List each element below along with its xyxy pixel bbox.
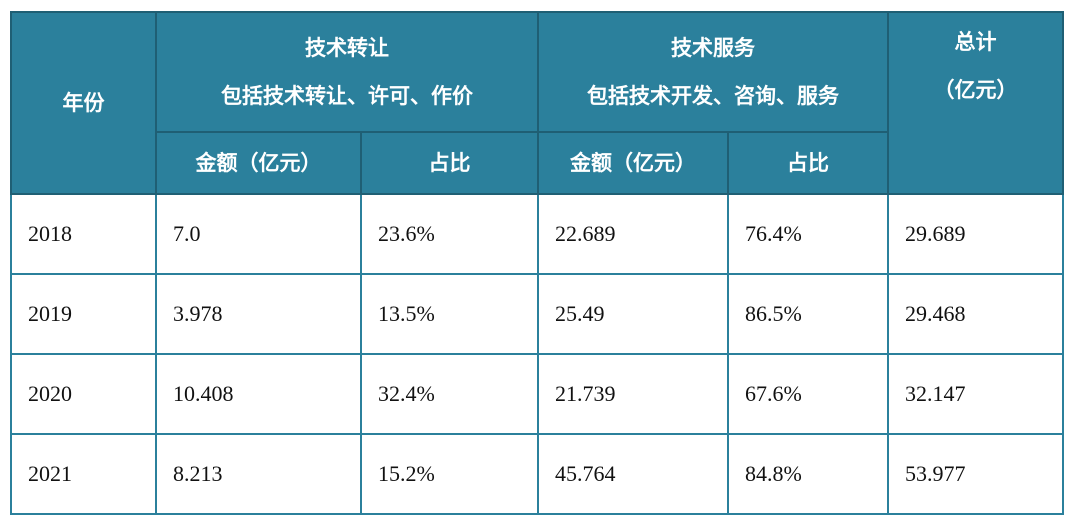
table-row: 2021 8.213 15.2% 45.764 84.8% 53.977 bbox=[10, 433, 1064, 515]
header-year: 年份 bbox=[10, 11, 157, 195]
header-share: 占比 bbox=[360, 131, 539, 195]
header-amount: 金额（亿元） bbox=[537, 131, 729, 195]
header-text: 技术服务 bbox=[671, 36, 755, 60]
header-total: 总计 （亿元） bbox=[887, 11, 1064, 195]
header-text: 金额（亿元） bbox=[570, 151, 696, 175]
header-text: 金额（亿元） bbox=[195, 151, 322, 175]
header-text: 年份 bbox=[62, 91, 105, 115]
value-cell: 7.0 bbox=[155, 193, 362, 275]
year-cell: 2021 bbox=[10, 433, 157, 515]
value-cell: 22.689 bbox=[537, 193, 729, 275]
value-cell: 53.977 bbox=[887, 433, 1064, 515]
value-cell: 45.764 bbox=[537, 433, 729, 515]
value-cell: 32.4% bbox=[360, 353, 539, 435]
table-row: 2019 3.978 13.5% 25.49 86.5% 29.468 bbox=[10, 273, 1064, 355]
header-text: 技术转让 bbox=[305, 36, 389, 60]
header-text: 占比 bbox=[428, 151, 471, 175]
header-share: 占比 bbox=[727, 131, 889, 195]
data-table: 年份 技术转让 包括技术转让、许可、作价 技术服务 包括技术开发、咨询、服务 总… bbox=[10, 11, 1064, 515]
table-row: 2018 7.0 23.6% 22.689 76.4% 29.689 bbox=[10, 193, 1064, 275]
table-body: 2018 7.0 23.6% 22.689 76.4% 29.689 2019 3.978 13… bbox=[10, 193, 1064, 515]
value-cell: 15.2% bbox=[360, 433, 539, 515]
header-text: 总计 bbox=[954, 30, 997, 54]
value-cell: 10.408 bbox=[155, 353, 362, 435]
table-row: 2020 10.408 32.4% 21.739 67.6% 32.147 bbox=[10, 353, 1064, 435]
value-cell: 25.49 bbox=[537, 273, 729, 355]
header-service: 技术服务 包括技术开发、咨询、服务 bbox=[537, 11, 889, 133]
year-cell: 2019 bbox=[10, 273, 157, 355]
year-cell: 2018 bbox=[10, 193, 157, 275]
header-text: 包括技术开发、咨询、服务 bbox=[587, 84, 839, 108]
value-cell: 21.739 bbox=[537, 353, 729, 435]
value-cell: 23.6% bbox=[360, 193, 539, 275]
header-amount: 金额（亿元） bbox=[155, 131, 362, 195]
value-cell: 67.6% bbox=[727, 353, 889, 435]
value-cell: 3.978 bbox=[155, 273, 362, 355]
header-transfer: 技术转让 包括技术转让、许可、作价 bbox=[155, 11, 539, 133]
value-cell: 8.213 bbox=[155, 433, 362, 515]
value-cell: 32.147 bbox=[887, 353, 1064, 435]
value-cell: 84.8% bbox=[727, 433, 889, 515]
value-cell: 13.5% bbox=[360, 273, 539, 355]
header-text: 占比 bbox=[787, 151, 829, 175]
header-text: 包括技术转让、许可、作价 bbox=[221, 84, 473, 108]
value-cell: 76.4% bbox=[727, 193, 889, 275]
value-cell: 29.468 bbox=[887, 273, 1064, 355]
year-cell: 2020 bbox=[10, 353, 157, 435]
value-cell: 86.5% bbox=[727, 273, 889, 355]
value-cell: 29.689 bbox=[887, 193, 1064, 275]
header-text: （亿元） bbox=[933, 78, 1018, 102]
